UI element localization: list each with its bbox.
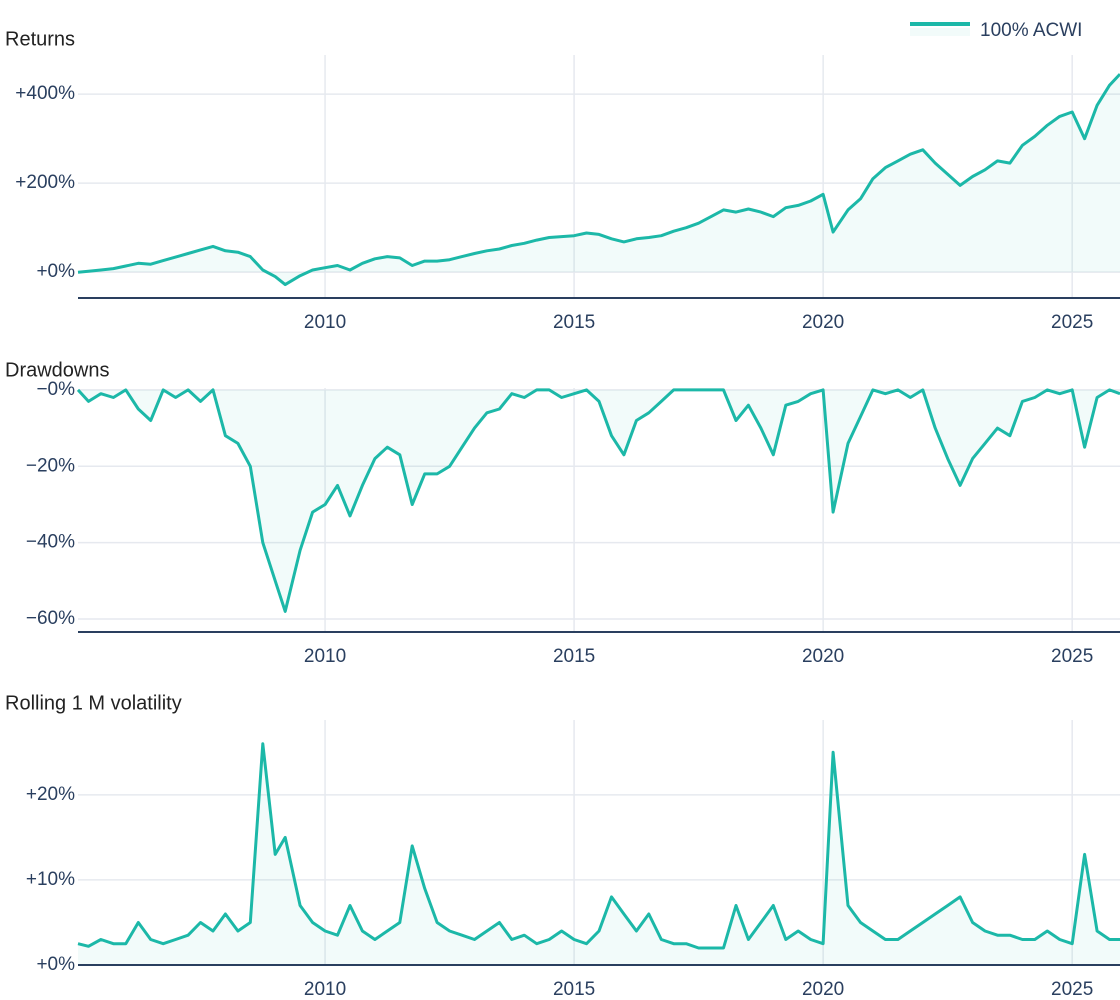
area bbox=[78, 389, 1120, 612]
line bbox=[76, 388, 1120, 613]
x-tick-label: 2025 bbox=[1051, 646, 1093, 667]
x-tick-label: 2025 bbox=[1051, 979, 1093, 1000]
y-tick-label: +400% bbox=[15, 83, 75, 104]
area bbox=[78, 743, 1120, 965]
x-tick-label: 2015 bbox=[553, 979, 595, 1000]
y-tick-label: +0% bbox=[36, 954, 75, 975]
area bbox=[78, 74, 1120, 285]
y-tick-label: +20% bbox=[26, 784, 75, 805]
y-tick-label: −20% bbox=[26, 455, 75, 476]
subplot-title: Drawdowns bbox=[5, 359, 109, 381]
x-tick-label: 2025 bbox=[1051, 312, 1093, 333]
y-tick-label: +0% bbox=[36, 261, 75, 282]
y-tick-label: +200% bbox=[15, 172, 75, 193]
x-tick-label: 2020 bbox=[802, 312, 844, 333]
x-tick-label: 2015 bbox=[553, 312, 595, 333]
x-tick-label: 2010 bbox=[304, 646, 346, 667]
y-tick-label: +10% bbox=[26, 869, 75, 890]
x-tick-label: 2010 bbox=[304, 312, 346, 333]
y-tick-label: −60% bbox=[26, 608, 75, 629]
x-tick-label: 2020 bbox=[802, 646, 844, 667]
subplot-title: Rolling 1 M volatility bbox=[5, 692, 182, 714]
y-tick-label: −0% bbox=[36, 379, 75, 400]
line bbox=[77, 73, 1120, 287]
x-tick-label: 2020 bbox=[802, 979, 844, 1000]
legend-swatch-fill bbox=[910, 28, 970, 36]
x-tick-label: 2010 bbox=[304, 979, 346, 1000]
line bbox=[77, 742, 1120, 950]
legend-label: 100% ACWI bbox=[980, 20, 1082, 41]
y-tick-label: −40% bbox=[26, 532, 75, 553]
subplot-title: Returns bbox=[5, 28, 75, 50]
x-tick-label: 2015 bbox=[553, 646, 595, 667]
